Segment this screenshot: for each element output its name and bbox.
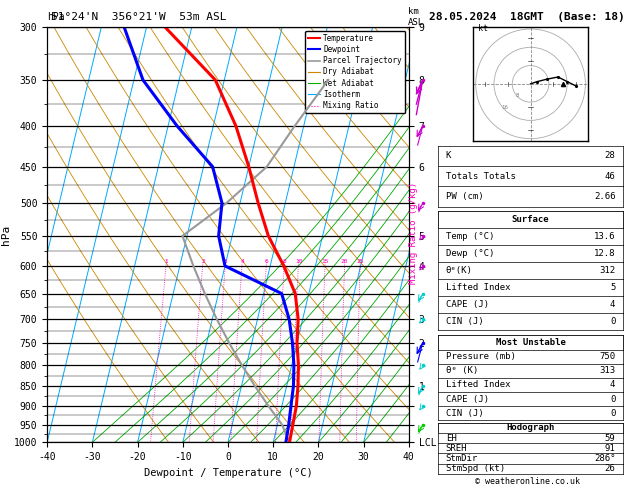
Text: 6: 6	[265, 260, 269, 264]
Text: hPa: hPa	[47, 12, 65, 22]
Text: 750: 750	[599, 352, 615, 361]
Text: Lifted Index: Lifted Index	[446, 381, 510, 389]
Text: 15: 15	[321, 260, 329, 264]
Text: 5: 5	[610, 283, 615, 293]
Text: Surface: Surface	[512, 215, 549, 225]
Y-axis label: hPa: hPa	[1, 225, 11, 244]
Text: 4: 4	[240, 260, 244, 264]
Text: StmDir: StmDir	[446, 454, 478, 463]
Text: Pressure (mb): Pressure (mb)	[446, 352, 516, 361]
Text: kt: kt	[478, 24, 488, 34]
Text: 313: 313	[599, 366, 615, 375]
Text: 2.66: 2.66	[594, 192, 615, 201]
Text: 4: 4	[610, 381, 615, 389]
Text: 1: 1	[165, 260, 168, 264]
Text: 59: 59	[604, 434, 615, 443]
Text: 16: 16	[501, 105, 508, 110]
Text: 26: 26	[604, 464, 615, 473]
Text: 20: 20	[341, 260, 348, 264]
Text: Totals Totals: Totals Totals	[446, 172, 516, 181]
Text: 51°24'N  356°21'W  53m ASL: 51°24'N 356°21'W 53m ASL	[50, 12, 226, 22]
Text: θᵉ (K): θᵉ (K)	[446, 366, 478, 375]
Text: km
ASL: km ASL	[408, 7, 424, 27]
Text: EH: EH	[446, 434, 457, 443]
Text: 46: 46	[604, 172, 615, 181]
Text: 28: 28	[604, 152, 615, 160]
Text: Mixing Ratio (g/kg): Mixing Ratio (g/kg)	[409, 182, 418, 284]
Text: 12.8: 12.8	[594, 249, 615, 259]
Text: SREH: SREH	[446, 444, 467, 453]
Text: 0: 0	[610, 317, 615, 327]
Text: PW (cm): PW (cm)	[446, 192, 484, 201]
Text: 0: 0	[610, 395, 615, 404]
Text: Temp (°C): Temp (°C)	[446, 232, 494, 242]
Text: Dewp (°C): Dewp (°C)	[446, 249, 494, 259]
Text: 13.6: 13.6	[594, 232, 615, 242]
Text: 4: 4	[610, 300, 615, 310]
Text: Most Unstable: Most Unstable	[496, 338, 565, 347]
Text: 0: 0	[610, 409, 615, 418]
Text: CAPE (J): CAPE (J)	[446, 300, 489, 310]
Text: 286°: 286°	[594, 454, 615, 463]
Text: 312: 312	[599, 266, 615, 276]
Text: 91: 91	[604, 444, 615, 453]
Text: 8: 8	[516, 93, 520, 98]
Text: CAPE (J): CAPE (J)	[446, 395, 489, 404]
Text: 10: 10	[295, 260, 303, 264]
Text: CIN (J): CIN (J)	[446, 409, 484, 418]
Text: 2: 2	[201, 260, 205, 264]
Text: 28.05.2024  18GMT  (Base: 18): 28.05.2024 18GMT (Base: 18)	[429, 12, 625, 22]
Text: Hodograph: Hodograph	[506, 423, 555, 433]
Text: 3: 3	[224, 260, 228, 264]
Text: 25: 25	[357, 260, 364, 264]
Text: © weatheronline.co.uk: © weatheronline.co.uk	[475, 477, 579, 486]
Text: StmSpd (kt): StmSpd (kt)	[446, 464, 505, 473]
Text: CIN (J): CIN (J)	[446, 317, 484, 327]
Text: 8: 8	[282, 260, 286, 264]
X-axis label: Dewpoint / Temperature (°C): Dewpoint / Temperature (°C)	[143, 468, 313, 478]
Text: θᵉ(K): θᵉ(K)	[446, 266, 472, 276]
Legend: Temperature, Dewpoint, Parcel Trajectory, Dry Adiabat, Wet Adiabat, Isotherm, Mi: Temperature, Dewpoint, Parcel Trajectory…	[305, 31, 405, 113]
Text: Lifted Index: Lifted Index	[446, 283, 510, 293]
Text: K: K	[446, 152, 451, 160]
